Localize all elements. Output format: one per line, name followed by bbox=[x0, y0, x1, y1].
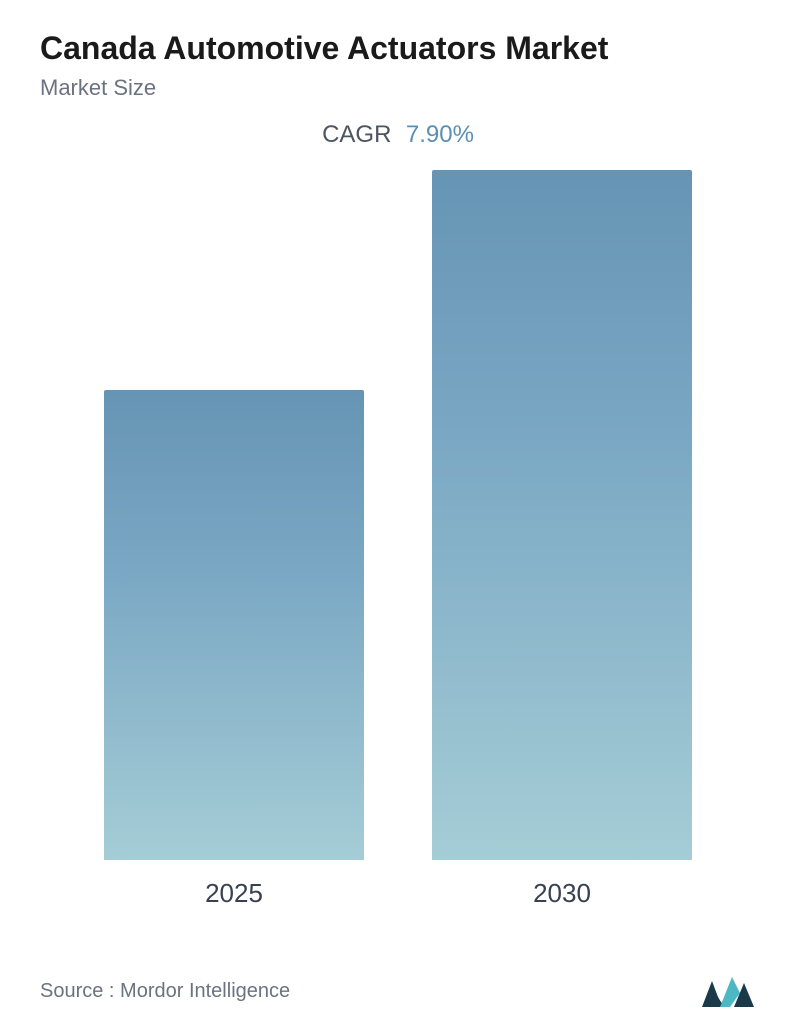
source-text: Source : Mordor Intelligence bbox=[40, 980, 290, 1003]
footer: Source : Mordor Intelligence bbox=[40, 973, 756, 1009]
chart-subtitle: Market Size bbox=[40, 75, 756, 101]
bar-group-0: 2025 bbox=[94, 390, 374, 909]
logo-icon bbox=[700, 973, 756, 1009]
bar-label-1: 2030 bbox=[533, 878, 591, 909]
cagr-label: CAGR bbox=[322, 121, 391, 148]
bar-label-0: 2025 bbox=[205, 878, 263, 909]
bar-0 bbox=[104, 390, 364, 860]
chart-title: Canada Automotive Actuators Market bbox=[40, 30, 756, 67]
bar-1 bbox=[432, 170, 692, 860]
cagr-row: CAGR 7.90% bbox=[40, 121, 756, 149]
bar-group-1: 2030 bbox=[422, 170, 702, 909]
chart-area: 2025 2030 bbox=[40, 199, 756, 909]
cagr-value: 7.90% bbox=[406, 121, 474, 148]
